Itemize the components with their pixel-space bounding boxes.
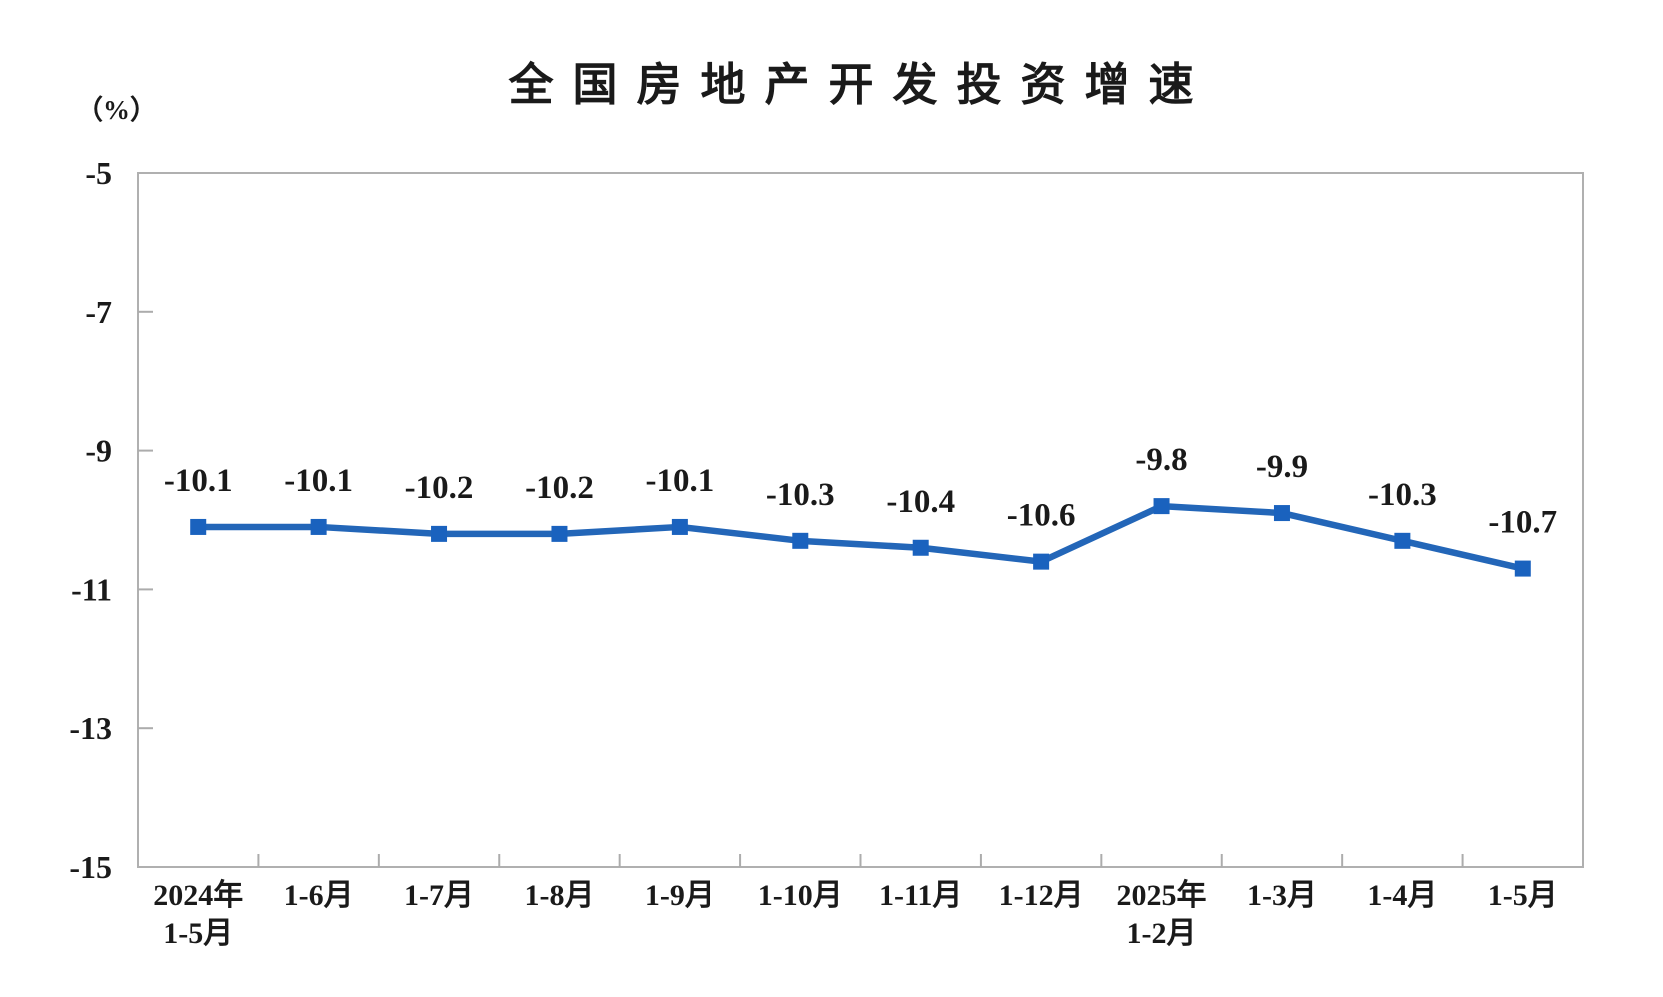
- data-point-marker: [1514, 560, 1531, 577]
- x-tick-label: 2025年: [1117, 879, 1207, 912]
- x-tick-label: 1-5月: [1488, 879, 1558, 912]
- y-tick-label: -9: [85, 433, 112, 469]
- x-tick-label: 1-3月: [1247, 879, 1317, 912]
- data-point-label: -9.9: [1256, 449, 1308, 485]
- data-point-marker: [671, 518, 688, 535]
- y-tick-label: -5: [85, 155, 112, 191]
- data-point-marker: [1153, 498, 1170, 515]
- data-point-label: -10.1: [164, 463, 233, 499]
- x-tick-label: 1-12月: [999, 879, 1084, 912]
- x-tick-label: 1-10月: [758, 879, 843, 912]
- y-tick-label: -15: [69, 849, 112, 885]
- y-tick-label: -7: [85, 294, 112, 330]
- x-tick-label: 1-6月: [284, 879, 354, 912]
- x-tick-label: 1-2月: [1127, 917, 1197, 950]
- x-tick-label: 1-7月: [404, 879, 474, 912]
- data-point-label: -10.4: [886, 484, 955, 520]
- chart-title: 全国房地产开发投资增速: [508, 59, 1213, 110]
- data-point-marker: [1273, 505, 1290, 522]
- data-point-label: -10.3: [766, 477, 835, 513]
- data-point-marker: [190, 518, 207, 535]
- y-tick-label: -11: [71, 571, 112, 607]
- data-point-label: -10.2: [405, 470, 474, 506]
- y-tick-label: -13: [69, 710, 112, 746]
- x-tick-label: 1-4月: [1367, 879, 1437, 912]
- data-point-marker: [792, 532, 809, 549]
- data-point-label: -10.6: [1007, 498, 1076, 534]
- data-point-marker: [1033, 553, 1050, 570]
- data-point-label: -10.7: [1488, 505, 1557, 541]
- x-tick-label: 1-5月: [163, 917, 233, 950]
- data-point-label: -10.3: [1368, 477, 1437, 513]
- x-tick-label: 2024年: [153, 879, 243, 912]
- data-point-marker: [551, 525, 568, 542]
- x-tick-label: 1-8月: [524, 879, 594, 912]
- data-point-label: -10.2: [525, 470, 594, 506]
- data-point-label: -9.8: [1135, 442, 1187, 478]
- data-point-marker: [912, 539, 929, 556]
- plot-border: [137, 172, 1584, 868]
- data-point-label: -10.1: [646, 463, 715, 499]
- data-point-label: -10.1: [284, 463, 353, 499]
- data-point-marker: [431, 525, 448, 542]
- data-point-marker: [310, 518, 327, 535]
- data-point-marker: [1394, 532, 1411, 549]
- x-tick-label: 1-11月: [879, 879, 962, 912]
- data-series-line: [194, 502, 1527, 572]
- y-axis-unit-label: （%）: [76, 95, 157, 125]
- x-tick-label: 1-9月: [645, 879, 715, 912]
